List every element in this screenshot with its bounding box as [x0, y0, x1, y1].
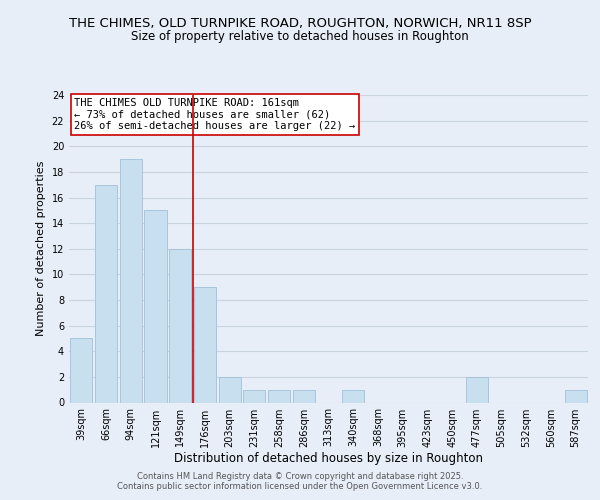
Bar: [169, 248, 191, 402]
Bar: [293, 390, 315, 402]
Bar: [342, 390, 364, 402]
Bar: [466, 377, 488, 402]
Bar: [95, 184, 117, 402]
Bar: [119, 159, 142, 402]
Bar: [243, 390, 265, 402]
Text: Contains public sector information licensed under the Open Government Licence v3: Contains public sector information licen…: [118, 482, 482, 491]
Bar: [70, 338, 92, 402]
Bar: [218, 377, 241, 402]
Bar: [268, 390, 290, 402]
Text: Size of property relative to detached houses in Roughton: Size of property relative to detached ho…: [131, 30, 469, 43]
Text: THE CHIMES, OLD TURNPIKE ROAD, ROUGHTON, NORWICH, NR11 8SP: THE CHIMES, OLD TURNPIKE ROAD, ROUGHTON,…: [68, 18, 532, 30]
Bar: [194, 287, 216, 403]
Bar: [565, 390, 587, 402]
Bar: [145, 210, 167, 402]
Text: THE CHIMES OLD TURNPIKE ROAD: 161sqm
← 73% of detached houses are smaller (62)
2: THE CHIMES OLD TURNPIKE ROAD: 161sqm ← 7…: [74, 98, 355, 132]
X-axis label: Distribution of detached houses by size in Roughton: Distribution of detached houses by size …: [174, 452, 483, 466]
Y-axis label: Number of detached properties: Number of detached properties: [36, 161, 46, 336]
Text: Contains HM Land Registry data © Crown copyright and database right 2025.: Contains HM Land Registry data © Crown c…: [137, 472, 463, 481]
